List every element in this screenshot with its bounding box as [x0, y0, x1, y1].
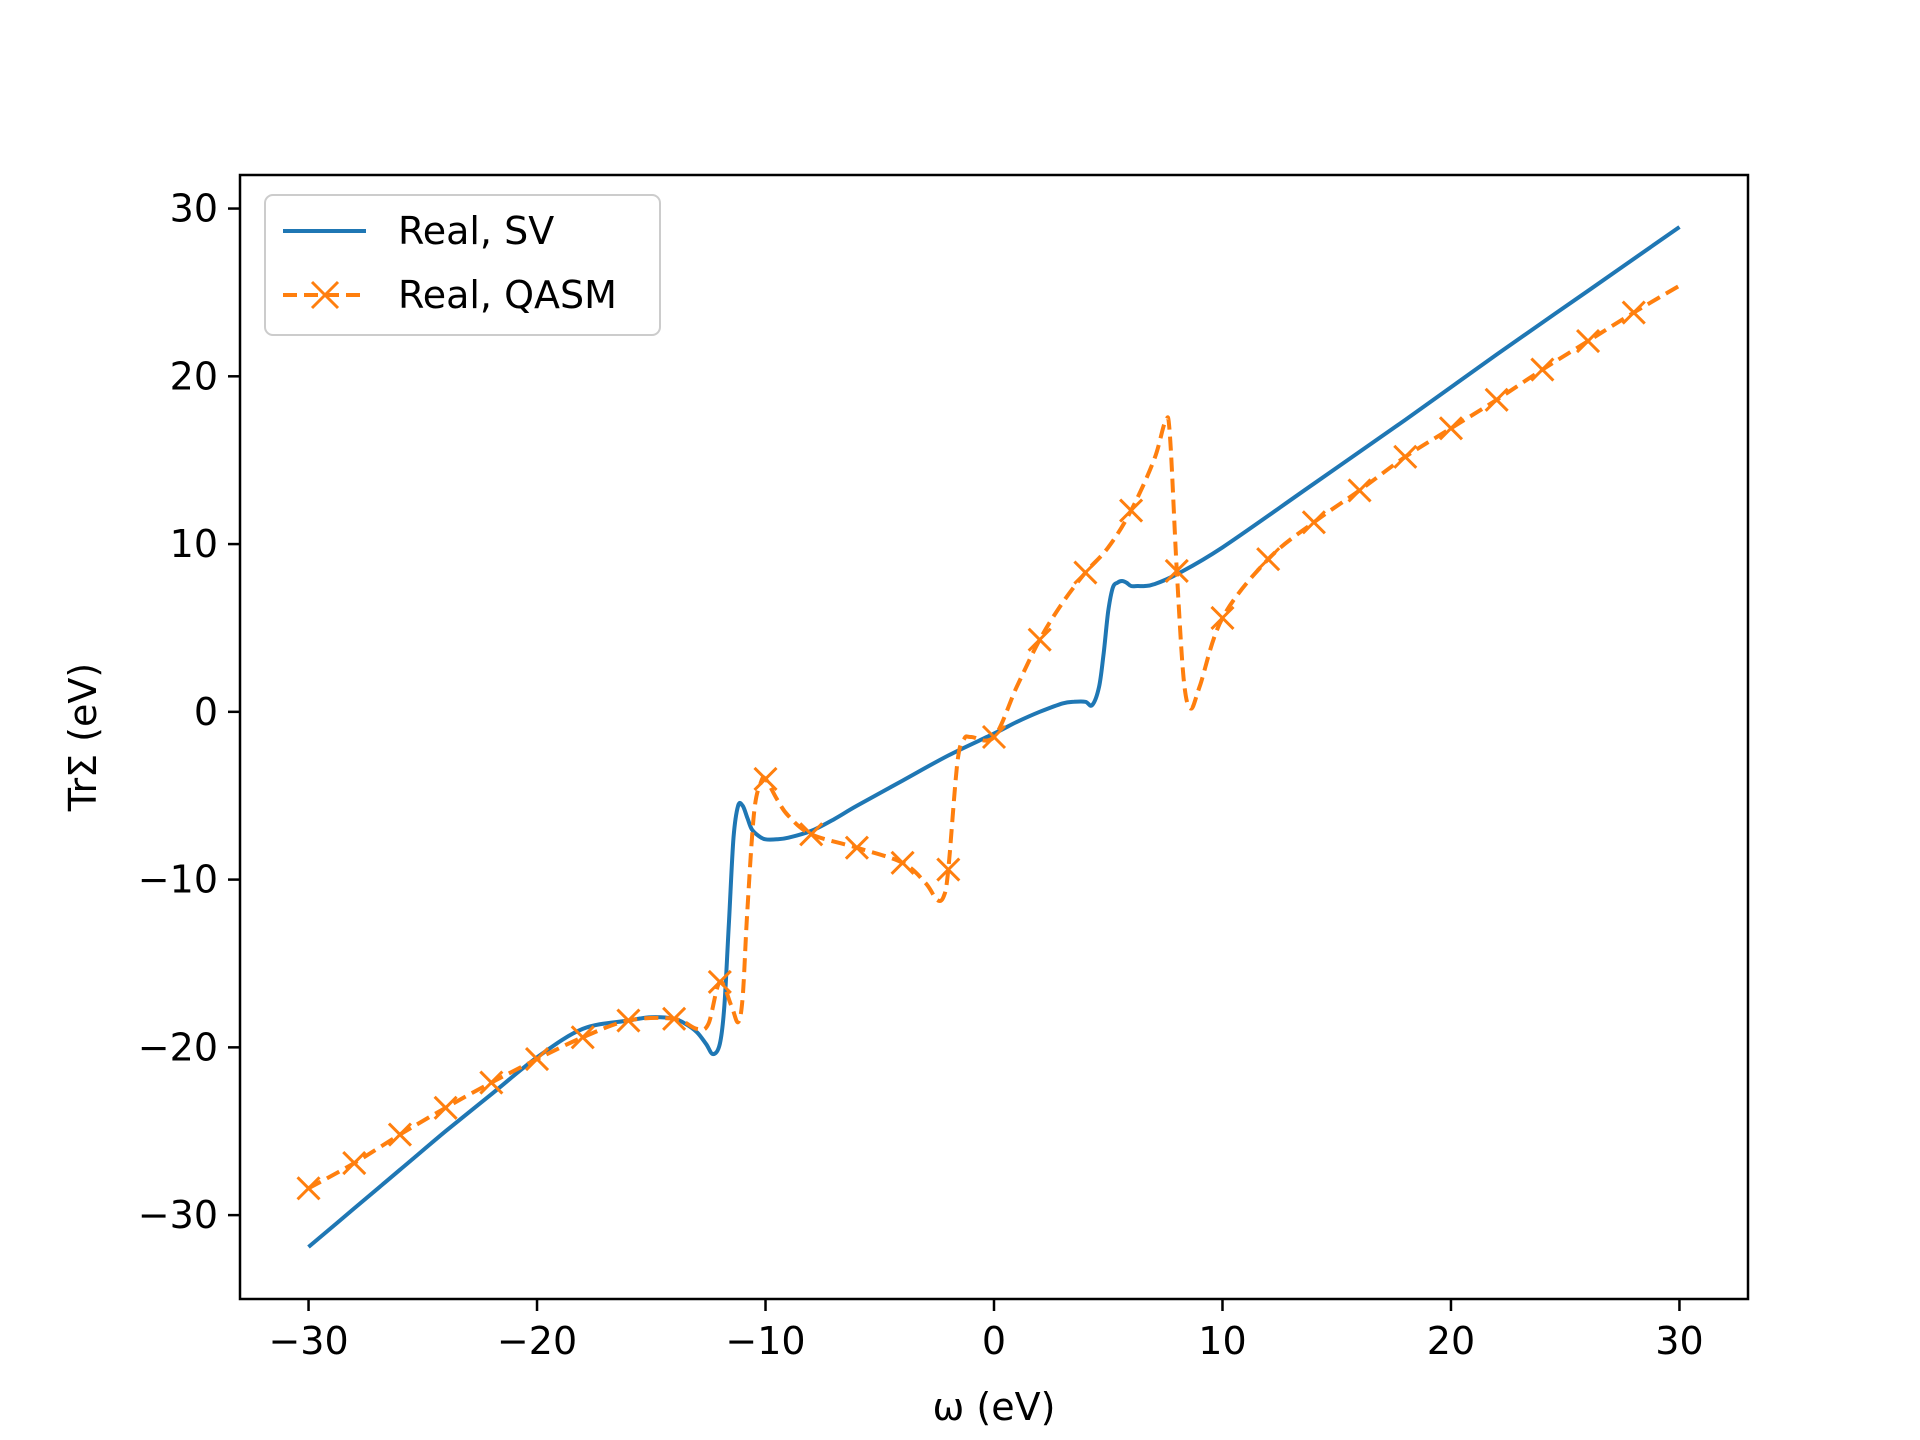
data-point-marker	[1210, 605, 1235, 630]
series-line-real-qasm	[307, 283, 1681, 1191]
data-point-marker	[1347, 478, 1372, 503]
data-point-marker	[479, 1070, 504, 1095]
data-point-marker	[890, 850, 915, 875]
data-point-marker	[1484, 387, 1509, 412]
x-tick-label: −10	[725, 1319, 805, 1363]
series-real-sv	[307, 225, 1681, 1249]
data-point-marker	[1073, 560, 1098, 585]
x-axis-label: ω (eV)	[933, 1385, 1056, 1429]
data-point-marker	[662, 1006, 687, 1031]
data-point-marker	[1575, 329, 1601, 354]
legend-marker-real-qasm	[310, 280, 340, 310]
data-point-marker	[1621, 300, 1646, 325]
data-point-marker	[1256, 547, 1281, 572]
data-point-marker	[570, 1025, 595, 1050]
data-point-marker	[1438, 416, 1464, 441]
y-tick-label: 0	[194, 690, 218, 734]
y-axis-label: TrΣ (eV)	[61, 663, 105, 812]
data-point-marker	[296, 1176, 321, 1201]
x-tick-label: 20	[1427, 1319, 1475, 1363]
data-point-marker	[1530, 357, 1555, 382]
y-tick-label: 30	[170, 187, 218, 231]
x-tick-label: −30	[268, 1319, 348, 1363]
data-point-marker	[936, 857, 961, 882]
data-point-marker	[753, 766, 778, 792]
data-point-marker	[1393, 444, 1418, 469]
data-point-marker	[433, 1095, 458, 1120]
y-tick-label: 20	[170, 354, 218, 398]
series-real-qasm	[296, 283, 1681, 1201]
y-tick-label: −20	[138, 1025, 218, 1069]
legend-label-real-sv: Real, SV	[398, 209, 554, 253]
y-tick-label: 10	[170, 522, 218, 566]
data-point-marker	[616, 1008, 641, 1033]
data-point-marker	[1027, 627, 1052, 652]
data-point-marker	[387, 1122, 413, 1147]
x-tick-label: −20	[497, 1319, 577, 1363]
data-point-marker	[1164, 558, 1189, 583]
series-line-real-sv	[307, 225, 1681, 1249]
data-point-marker	[1119, 498, 1144, 523]
ticks-layer: −30 −20 −10 0 10 20 30 −30 −20 −10 0 10 20 30	[138, 187, 1704, 1363]
x-tick-label: 30	[1655, 1319, 1703, 1363]
data-point-marker	[799, 822, 824, 847]
legend-label-real-qasm: Real, QASM	[398, 273, 617, 317]
data-point-marker	[342, 1151, 367, 1176]
data-point-marker	[844, 835, 869, 860]
series-layer	[296, 225, 1681, 1249]
data-point-marker	[1301, 510, 1326, 535]
legend: Real, SV Real, QASM	[264, 194, 661, 336]
x-tick-label: 10	[1198, 1319, 1246, 1363]
data-point-marker	[981, 724, 1007, 750]
data-point-marker	[707, 969, 732, 994]
data-point-marker	[524, 1047, 550, 1072]
y-tick-label: −30	[138, 1193, 218, 1237]
y-tick-label: −10	[138, 858, 218, 902]
x-tick-label: 0	[982, 1319, 1006, 1363]
